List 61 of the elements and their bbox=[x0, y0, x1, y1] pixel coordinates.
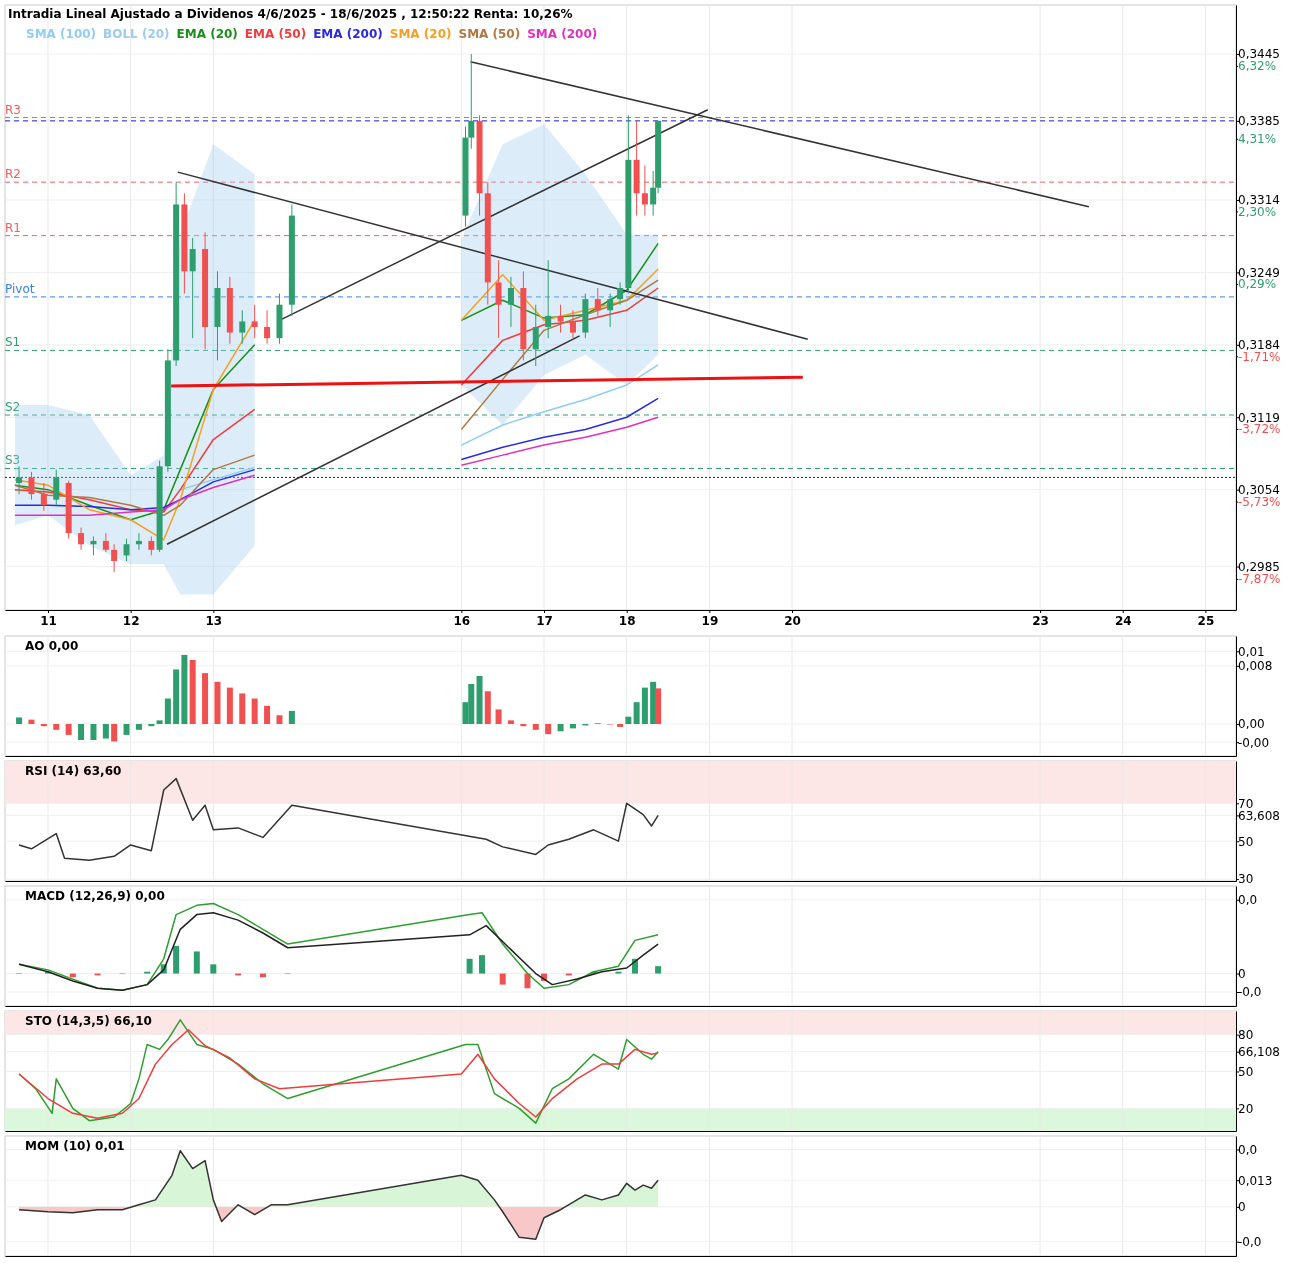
x-tick-label: 18 bbox=[618, 613, 636, 628]
x-tick-label: 20 bbox=[784, 613, 801, 628]
ref-line-label: Pivot bbox=[5, 281, 35, 296]
ref-line-label: R3 bbox=[5, 102, 21, 117]
y-tick-label: 0,0 bbox=[1238, 1142, 1258, 1157]
y-tick-label: 0,013 bbox=[1238, 1173, 1273, 1188]
y-tick-label: 63,608 bbox=[1238, 808, 1280, 823]
x-tick-label: 16 bbox=[453, 613, 471, 628]
chart-title: Intradia Lineal Ajustado a Dividenos 4/6/2025 - 18/6/2025 , 12:50:22 Renta: 10,26% bbox=[8, 7, 573, 21]
y2-tick-label: -3,72% bbox=[1238, 422, 1281, 437]
ref-line-label: S1 bbox=[5, 335, 21, 350]
y-tick-label: 70 bbox=[1238, 796, 1254, 811]
chart-title: RSI (14) 63,60 bbox=[25, 764, 122, 778]
text: EMA (200) bbox=[313, 27, 383, 41]
ref-line-label: S3 bbox=[5, 453, 21, 468]
x-tick-label: 24 bbox=[1114, 613, 1132, 628]
y-tick-label: 20 bbox=[1238, 1101, 1254, 1116]
text: EMA (20) bbox=[176, 27, 238, 41]
y2-tick-label: -7,87% bbox=[1238, 572, 1281, 587]
y-tick-label: 50 bbox=[1238, 1064, 1254, 1079]
chart-title: MOM (10) 0,01 bbox=[25, 1139, 125, 1153]
legend-label: BOLL (20) bbox=[103, 27, 170, 41]
y-tick-label: 0,2985 bbox=[1238, 559, 1280, 574]
x-tick-label: 25 bbox=[1197, 613, 1215, 628]
x-tick-label: 19 bbox=[701, 613, 719, 628]
y-tick-label: 0 bbox=[1238, 966, 1246, 981]
x-tick-label: 17 bbox=[536, 613, 553, 628]
x-tick-label: 12 bbox=[122, 613, 140, 628]
ref-line-label: R2 bbox=[5, 167, 21, 182]
chart-title: STO (14,3,5) 66,10 bbox=[25, 1014, 152, 1028]
y-tick-label: 0,3249 bbox=[1238, 265, 1280, 280]
x-tick-label: 13 bbox=[205, 613, 223, 628]
y-tick-label: 80 bbox=[1238, 1027, 1254, 1042]
y2-tick-label: 0,29% bbox=[1238, 277, 1277, 292]
y-tick-label: 0,008 bbox=[1238, 659, 1273, 674]
y-tick-label: -0,0 bbox=[1238, 1235, 1262, 1250]
y-tick-label: 0,0 bbox=[1238, 893, 1258, 908]
y-tick-label: -0,0 bbox=[1238, 985, 1262, 1000]
text: SMA (50) bbox=[458, 27, 521, 41]
x-tick-label: 11 bbox=[40, 613, 57, 628]
chart-title: AO 0,00 bbox=[25, 639, 79, 653]
text: EMA (50) bbox=[244, 27, 307, 41]
ref-line-label: S2 bbox=[5, 400, 21, 415]
y2-tick-label: 6,32% bbox=[1238, 59, 1277, 74]
y-tick-label: 66,108 bbox=[1238, 1045, 1280, 1060]
x-tick-label: 23 bbox=[1032, 613, 1049, 628]
y-tick-label: 0,3385 bbox=[1238, 114, 1280, 129]
text: SMA (100) bbox=[26, 27, 97, 41]
chart-title: MACD (12,26,9) 0,00 bbox=[25, 889, 165, 903]
y-tick-label: 0 bbox=[1238, 1200, 1246, 1215]
y-tick-label: 0,3119 bbox=[1238, 410, 1280, 425]
y-tick-label: 0,01 bbox=[1238, 644, 1265, 659]
y-tick-label: 0,00 bbox=[1238, 717, 1265, 732]
text: SMA (200) bbox=[527, 27, 598, 41]
y-tick-label: 50 bbox=[1238, 834, 1254, 849]
ref-line-label: R1 bbox=[5, 220, 21, 235]
y-tick-label: 0,3445 bbox=[1238, 47, 1280, 62]
y-tick-label: 30 bbox=[1238, 872, 1254, 887]
y-tick-label: -0,00 bbox=[1238, 735, 1270, 750]
y2-tick-label: 4,31% bbox=[1238, 132, 1277, 147]
text: SMA (20) bbox=[389, 27, 452, 41]
